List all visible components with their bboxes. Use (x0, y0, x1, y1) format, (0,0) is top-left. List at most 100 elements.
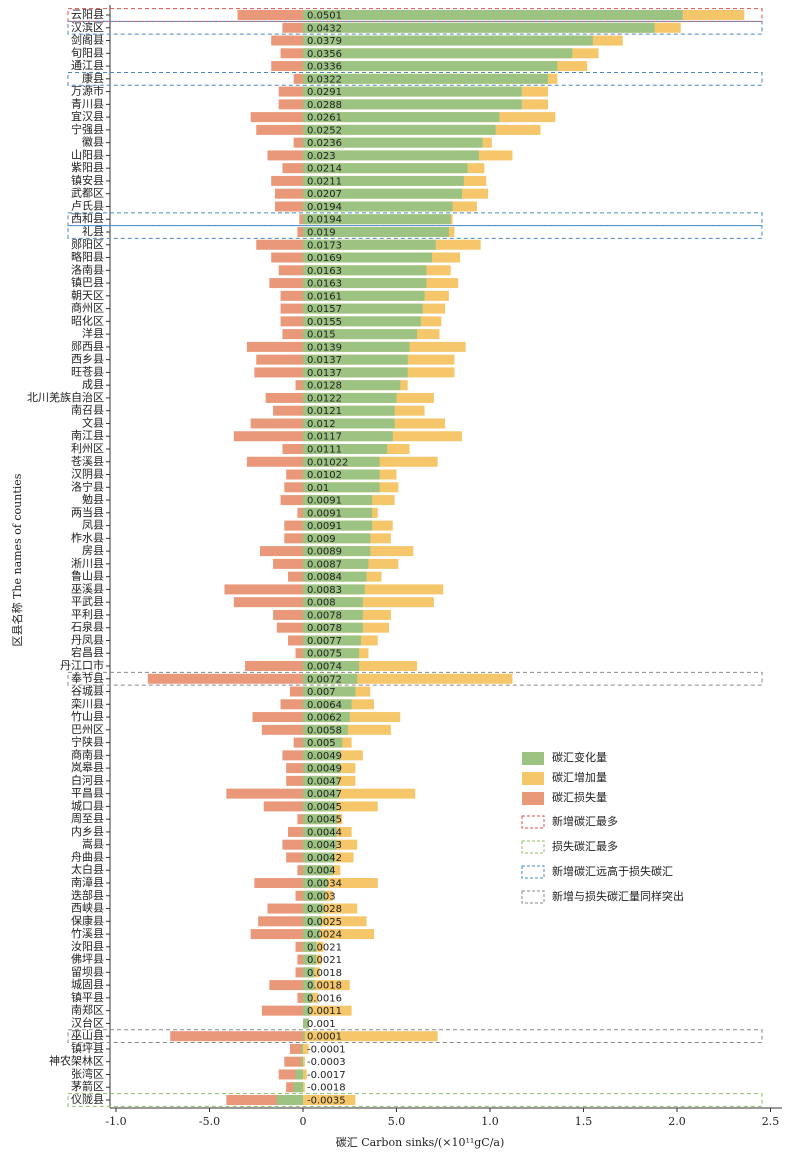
bar (303, 431, 393, 442)
y-tick-label: 朝天区 (71, 289, 104, 302)
y-tick-label: 丹凤县 (71, 633, 104, 646)
y-tick-label: 镇坪县 (71, 1041, 104, 1055)
bar (274, 188, 303, 199)
value-label: 0.0078 (307, 610, 342, 621)
value-label: 0.0044 (307, 827, 342, 838)
y-tick-label: 镇安县 (71, 173, 104, 187)
bar (303, 699, 352, 710)
bar (250, 929, 303, 940)
bar (170, 1031, 303, 1042)
value-label: 0.0211 (307, 176, 342, 187)
value-label: 0.0043 (307, 840, 342, 851)
bar (278, 99, 303, 110)
value-label: 0.0379 (307, 36, 342, 47)
bar (303, 980, 315, 991)
y-tick-label: 北川羌族自治区 (27, 390, 104, 404)
bar (303, 737, 343, 748)
bar (303, 112, 500, 123)
value-label: 0.007 (307, 687, 336, 698)
value-label: 0.0128 (307, 381, 342, 392)
bar (303, 456, 380, 467)
y-tick-label: 汉台区 (71, 1015, 104, 1029)
value-label: 0.0117 (307, 432, 342, 443)
bar (237, 10, 303, 20)
value-label: 0.019 (307, 228, 336, 239)
bar (254, 878, 303, 888)
legend-label: 碳汇损失量 (552, 790, 607, 804)
bar (269, 278, 303, 289)
x-tick-label: 1.5 (575, 1115, 593, 1128)
bar (280, 48, 303, 59)
value-label: 0.0062 (307, 713, 342, 724)
value-label: 0.0047 (307, 776, 342, 787)
bar (303, 35, 593, 46)
y-tick-label: 南江县 (71, 429, 104, 442)
bar (303, 367, 408, 378)
bar (303, 814, 337, 825)
y-tick-label: 两当县 (71, 505, 104, 519)
bar (303, 163, 468, 174)
bar (303, 878, 328, 888)
highlight-box (67, 1029, 763, 1044)
x-tick-label: 2.0 (668, 1115, 686, 1128)
x-axis-title: 碳汇 Carbon sinks/(×10¹¹gC/a) (336, 1135, 505, 1149)
y-tick-label: 南召县 (71, 404, 104, 417)
value-label: 0.0016 (307, 993, 342, 1004)
y-tick-label: 巫山县 (71, 1029, 104, 1042)
bar (278, 86, 303, 97)
value-label: 0.0207 (307, 189, 342, 200)
value-label: 0.0102 (307, 470, 342, 481)
bar (303, 10, 683, 20)
bar (303, 661, 360, 671)
value-label: 0.0161 (307, 291, 342, 302)
y-tick-label: 南漳县 (71, 875, 104, 889)
bar (147, 673, 303, 684)
y-tick-label: 商南县 (71, 747, 104, 761)
bar (226, 1095, 303, 1105)
bar (303, 967, 315, 978)
bar (282, 444, 303, 454)
value-label: 0.0091 (307, 521, 342, 532)
bar (250, 112, 303, 123)
bar (280, 495, 303, 506)
value-label: 0.0322 (307, 74, 342, 85)
bar (282, 750, 303, 761)
y-tick-label: 张湾区 (71, 1066, 104, 1080)
value-label: 0.0058 (307, 725, 342, 736)
bar (303, 571, 367, 582)
y-tick-label: 旬阳县 (71, 46, 104, 59)
y-tick-label: 洋县 (82, 326, 104, 340)
bar (233, 431, 303, 442)
y-tick-label: 南郑区 (71, 1003, 104, 1017)
y-tick-label: 城固县 (71, 978, 104, 991)
bar (295, 941, 303, 952)
bar (252, 712, 303, 723)
bar (273, 558, 303, 569)
value-label: 0.0432 (307, 23, 342, 34)
bar (303, 763, 341, 774)
bar (303, 916, 367, 927)
y-tick-label: 郧阳区 (71, 238, 104, 251)
bar (303, 1069, 307, 1080)
highlight-box (67, 20, 763, 35)
bar (303, 418, 395, 429)
bar (293, 737, 303, 748)
bar (297, 227, 303, 237)
y-tick-label: 茅箭区 (71, 1079, 104, 1093)
x-tick-label: 2.5 (762, 1115, 780, 1128)
value-label: 0.0091 (307, 508, 342, 519)
bar (301, 1043, 303, 1054)
bar (261, 724, 303, 735)
y-axis-title: 区县名称 The names of counties (10, 473, 24, 646)
value-label: 0.0236 (307, 138, 342, 149)
bar (303, 686, 356, 697)
y-tick-label: 成县 (82, 378, 104, 391)
bar (303, 392, 397, 403)
y-tick-label: 宕昌县 (71, 645, 104, 659)
y-tick-label: 平武县 (71, 595, 104, 608)
legend-label: 新增碳汇最多 (552, 814, 618, 828)
bar (303, 495, 373, 506)
legend-label: 损失碳汇最多 (552, 839, 618, 853)
bar (303, 622, 363, 633)
